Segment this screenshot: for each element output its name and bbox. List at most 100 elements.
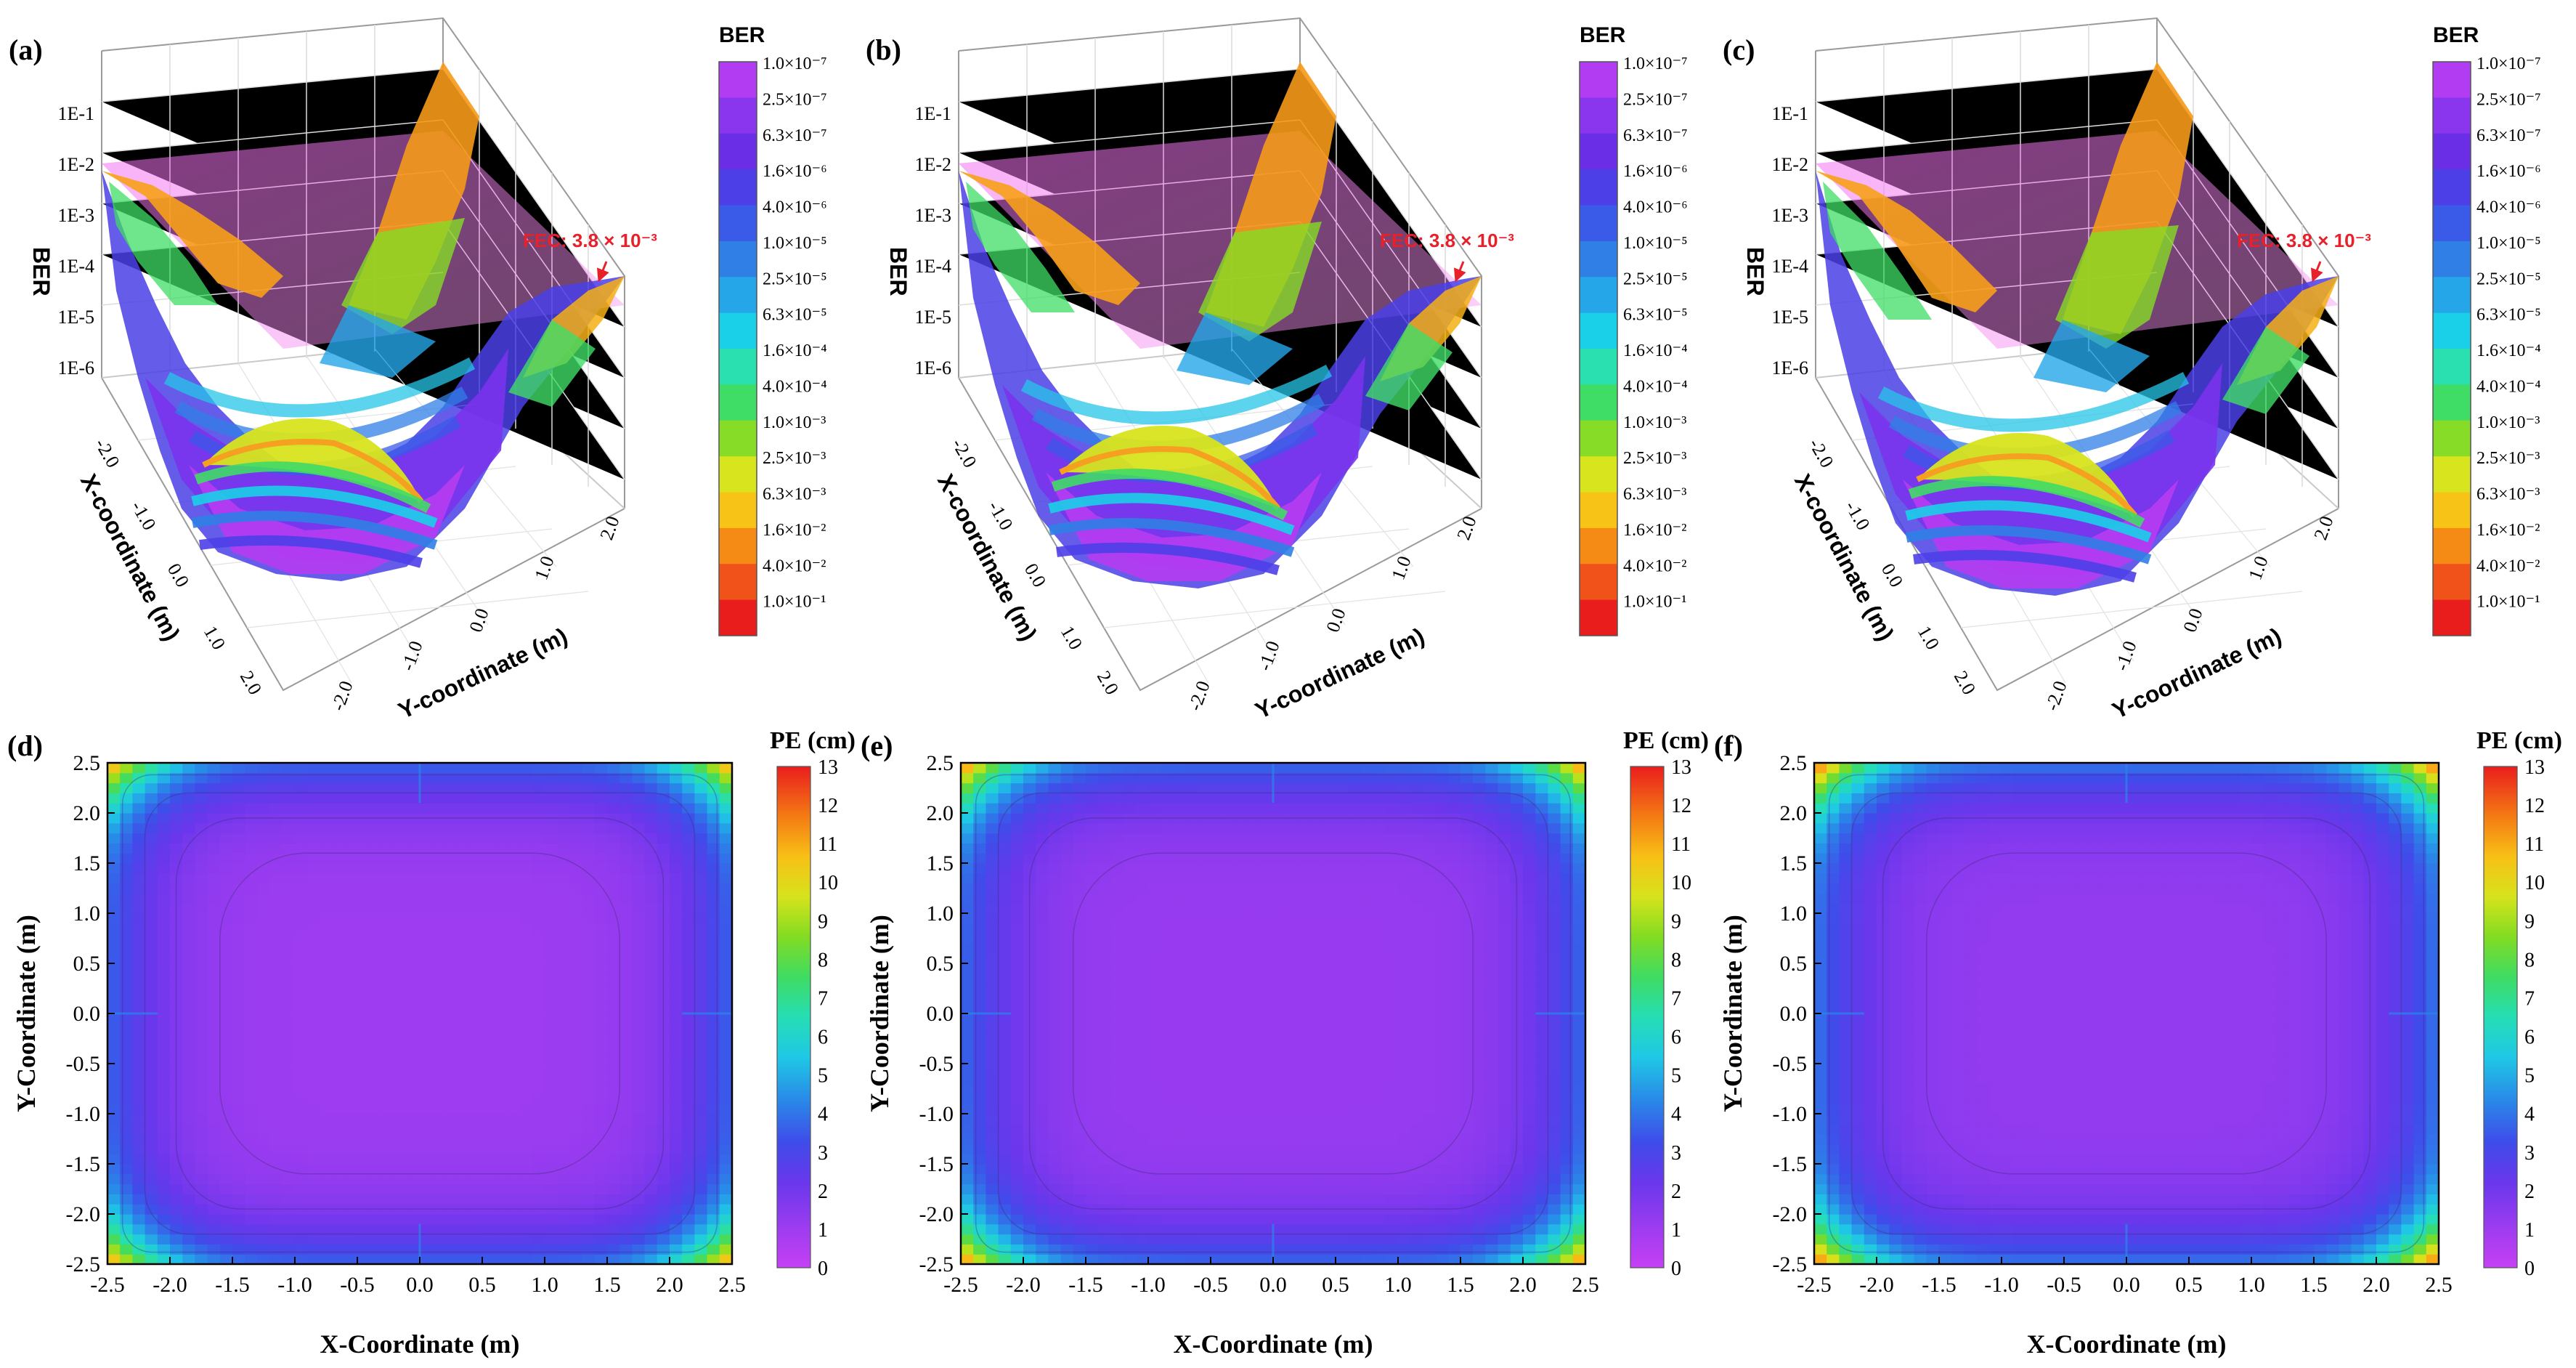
heatmap-cell <box>594 1254 608 1265</box>
heatmap-cell <box>998 1003 1012 1014</box>
heatmap-cell <box>1485 1003 1499 1014</box>
heatmap-cell <box>307 1033 320 1044</box>
heatmap-cell <box>1036 853 1049 864</box>
heatmap-cell <box>107 923 121 934</box>
heatmap-cell <box>1310 953 1324 964</box>
heatmap-cell <box>1373 903 1386 914</box>
heatmap-cell <box>370 843 383 854</box>
heatmap-cell <box>420 973 433 984</box>
heatmap-cell <box>482 863 495 874</box>
heatmap-cell <box>1273 1144 1286 1154</box>
heatmap-cell <box>682 1234 695 1244</box>
heatmap-cell <box>1423 813 1437 824</box>
heatmap-cell <box>1460 1023 1474 1035</box>
heatmap-cell <box>495 1064 508 1074</box>
heatmap-cell <box>1310 1114 1324 1125</box>
heatmap-cell <box>394 1173 408 1185</box>
heatmap-cell <box>120 1204 133 1215</box>
heatmap-cell <box>1310 1173 1324 1185</box>
heatmap-cell <box>1185 1173 1199 1185</box>
heatmap-cell <box>219 833 233 843</box>
colorbar-tick-label: 1.6×10⁻⁶ <box>763 162 827 181</box>
heatmap-cell <box>182 833 195 843</box>
heatmap-cell <box>657 1223 670 1235</box>
heatmap-cell <box>407 1023 420 1035</box>
heatmap-cell <box>657 973 670 984</box>
heatmap-cell <box>1423 923 1437 934</box>
heatmap-cell <box>432 953 445 964</box>
heatmap-cell <box>1048 903 1062 914</box>
heatmap-cell <box>432 943 445 954</box>
heatmap-cell <box>1198 993 1211 1004</box>
heatmap-cell <box>1298 793 1312 804</box>
heatmap-cell <box>998 843 1012 854</box>
colorbar-tick-label: 6.3×10⁻³ <box>763 485 826 504</box>
heatmap-cell <box>245 943 258 954</box>
heatmap-cell <box>569 873 583 884</box>
heatmap-cell <box>207 963 221 974</box>
heatmap-cell <box>332 1204 346 1215</box>
heatmap-cell <box>307 983 320 994</box>
heatmap-cell <box>507 803 521 814</box>
heatmap-cell <box>507 782 521 793</box>
heatmap-cell <box>1060 782 1074 793</box>
heatmap-cell <box>694 1114 708 1125</box>
heatmap-cell <box>594 983 608 994</box>
heatmap-cell <box>207 993 221 1004</box>
heatmap-cell <box>1398 1053 1411 1064</box>
heatmap-cell <box>320 1073 333 1085</box>
heatmap-cell <box>961 1064 974 1074</box>
heatmap-cell <box>1285 1123 1299 1135</box>
heatmap-cell <box>382 1064 396 1074</box>
heatmap-cell <box>1123 1064 1137 1074</box>
heatmap-cell <box>482 993 495 1004</box>
heatmap-cell <box>495 1053 508 1064</box>
heatmap-cell <box>207 903 221 914</box>
heatmap-cell <box>1211 1254 1224 1265</box>
heatmap-cell <box>320 803 333 814</box>
heatmap-cell <box>619 953 633 964</box>
heatmap-cell <box>245 903 258 914</box>
heatmap-cell <box>1373 1144 1386 1154</box>
heatmap-cell <box>986 1244 999 1255</box>
heatmap-cell <box>1447 1123 1461 1135</box>
heatmap-cell <box>232 1064 245 1074</box>
heatmap-cell <box>1010 1033 1024 1044</box>
heatmap-cell <box>1098 1164 1111 1175</box>
heatmap-cell <box>507 863 521 874</box>
heatmap-cell <box>986 1194 999 1205</box>
heatmap-cell <box>1135 833 1149 843</box>
heatmap-cell <box>1223 983 1236 994</box>
heatmap-cell <box>482 1073 495 1085</box>
heatmap-cell <box>432 1093 445 1104</box>
heatmap-cell <box>157 1183 171 1194</box>
heatmap-cell <box>120 1244 133 1255</box>
heatmap-cell <box>257 1093 271 1104</box>
heatmap-cell <box>1211 1064 1224 1074</box>
heatmap-cell <box>170 1173 183 1185</box>
heatmap-cell <box>632 963 646 974</box>
heatmap-cell <box>1423 1223 1437 1235</box>
heatmap-cell <box>1485 1234 1499 1244</box>
heatmap-cell <box>207 1244 221 1255</box>
heatmap-cell <box>1360 903 1374 914</box>
heatmap-cell <box>145 1043 158 1054</box>
heatmap-cell <box>257 963 271 974</box>
heatmap-cell <box>532 1234 545 1244</box>
heatmap-cell <box>1322 983 1336 994</box>
heatmap-cell <box>195 903 208 914</box>
heatmap-cell <box>344 853 358 864</box>
heatmap-cell <box>482 1173 495 1185</box>
heatmap-cell <box>1360 822 1374 834</box>
heatmap-cell <box>507 1204 521 1215</box>
heatmap-cell <box>1322 793 1336 804</box>
heatmap-cell <box>370 793 383 804</box>
heatmap-cell <box>607 1093 620 1104</box>
heatmap-cell <box>644 1164 658 1175</box>
heatmap-cell <box>1485 1123 1499 1135</box>
heatmap-cell <box>569 1144 583 1154</box>
heatmap-cell <box>320 933 333 944</box>
heatmap-cell <box>1460 1154 1474 1165</box>
heatmap-cell <box>507 763 521 774</box>
heatmap-cell <box>1498 763 1511 774</box>
